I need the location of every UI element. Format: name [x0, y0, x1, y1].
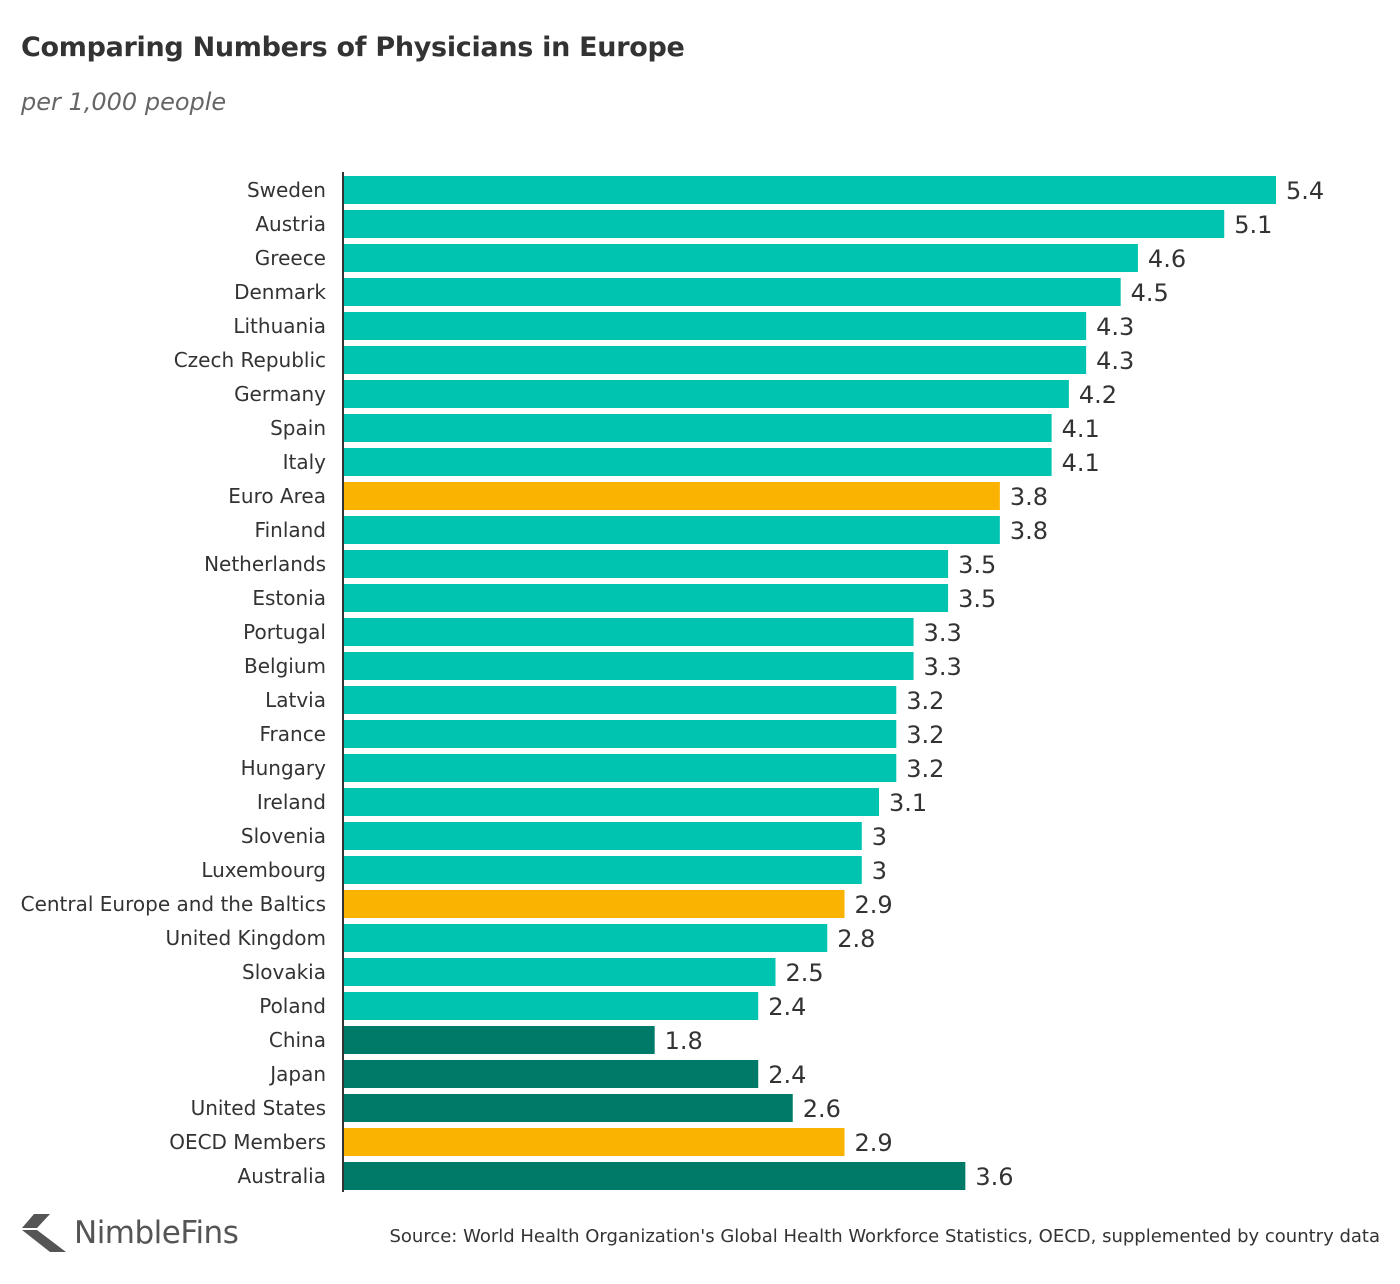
bar — [344, 176, 1276, 204]
category-label: Greece — [255, 246, 326, 270]
bar — [344, 210, 1225, 238]
data-label: 2.4 — [768, 993, 806, 1021]
bar — [344, 890, 845, 918]
chart-subtitle: per 1,000 people — [21, 88, 227, 116]
category-label: Italy — [283, 450, 327, 474]
data-label: 2.9 — [855, 891, 893, 919]
data-label: 3 — [872, 823, 887, 851]
category-label: Lithuania — [233, 314, 326, 338]
category-label: France — [259, 722, 326, 746]
data-label: 1.8 — [665, 1027, 703, 1055]
category-label: Japan — [268, 1062, 326, 1086]
bar — [344, 1060, 759, 1088]
data-label: 2.6 — [803, 1095, 841, 1123]
bar — [344, 244, 1138, 272]
data-label: 3.2 — [906, 755, 944, 783]
data-label: 3.5 — [958, 551, 996, 579]
bar — [344, 856, 862, 884]
data-label: 4.6 — [1148, 245, 1186, 273]
category-label: Estonia — [252, 586, 326, 610]
nimblefins-logo: NimbleFins — [20, 1214, 239, 1252]
bar — [344, 1162, 966, 1190]
category-label: Czech Republic — [174, 348, 326, 372]
category-label: Sweden — [247, 178, 326, 202]
data-label: 3.5 — [958, 585, 996, 613]
bar — [344, 1094, 793, 1122]
bar — [344, 720, 897, 748]
category-label: Luxembourg — [201, 858, 326, 882]
category-label: Netherlands — [204, 552, 326, 576]
bar — [344, 686, 897, 714]
data-label: 3.8 — [1010, 517, 1048, 545]
data-label: 4.1 — [1062, 415, 1100, 443]
data-label: 4.2 — [1079, 381, 1117, 409]
data-label: 3.2 — [906, 721, 944, 749]
bar — [344, 516, 1000, 544]
bar — [344, 380, 1069, 408]
bar — [344, 346, 1087, 374]
bar — [344, 652, 914, 680]
data-label: 4.1 — [1062, 449, 1100, 477]
data-label: 5.1 — [1234, 211, 1272, 239]
bar — [344, 992, 759, 1020]
bar — [344, 788, 880, 816]
category-label: Poland — [259, 994, 326, 1018]
source-note: Source: World Health Organization's Glob… — [389, 1226, 1380, 1247]
bar — [344, 822, 862, 850]
data-label: 4.3 — [1096, 347, 1134, 375]
logo-text: NimbleFins — [74, 1215, 239, 1251]
bar — [344, 1128, 845, 1156]
category-label: Portugal — [243, 620, 326, 644]
bar — [344, 482, 1000, 510]
category-label: United States — [191, 1096, 326, 1120]
category-label: Slovakia — [242, 960, 326, 984]
category-label: Euro Area — [228, 484, 326, 508]
category-label: Australia — [238, 1164, 326, 1188]
bar — [344, 312, 1087, 340]
category-label: Belgium — [244, 654, 326, 678]
data-label: 3 — [872, 857, 887, 885]
data-label: 3.6 — [975, 1163, 1013, 1191]
bar — [344, 550, 949, 578]
bar — [344, 278, 1121, 306]
chart-title: Comparing Numbers of Physicians in Europ… — [21, 32, 685, 63]
category-label: Spain — [270, 416, 326, 440]
data-label: 3.3 — [924, 619, 962, 647]
category-label: Ireland — [257, 790, 326, 814]
data-label: 3.3 — [924, 653, 962, 681]
category-label: China — [269, 1028, 326, 1052]
bar — [344, 754, 897, 782]
data-label: 2.4 — [768, 1061, 806, 1089]
category-label: Austria — [255, 212, 326, 236]
bar — [344, 414, 1052, 442]
category-label: Slovenia — [241, 824, 326, 848]
data-label: 2.9 — [855, 1129, 893, 1157]
bar — [344, 618, 914, 646]
data-label: 3.8 — [1010, 483, 1048, 511]
data-label: 3.2 — [906, 687, 944, 715]
category-label: Denmark — [234, 280, 326, 304]
category-label: United Kingdom — [165, 926, 326, 950]
logo-arrow-icon — [22, 1214, 66, 1252]
category-label: Latvia — [265, 688, 326, 712]
bar — [344, 958, 776, 986]
bar-chart: Sweden 5.4 Austria 5.1 Greece 4.6 Denmark 4.5 Li… — [21, 172, 1324, 1192]
category-label: Hungary — [241, 756, 327, 780]
data-label: 5.4 — [1286, 177, 1324, 205]
data-label: 3.1 — [889, 789, 927, 817]
bar — [344, 1026, 655, 1054]
category-label: Central Europe and the Baltics — [21, 892, 326, 916]
bar — [344, 448, 1052, 476]
data-label: 2.5 — [785, 959, 823, 987]
data-label: 4.5 — [1131, 279, 1169, 307]
category-label: Germany — [234, 382, 326, 406]
category-label: OECD Members — [169, 1130, 326, 1154]
bar — [344, 924, 828, 952]
data-label: 2.8 — [837, 925, 875, 953]
category-label: Finland — [255, 518, 326, 542]
bar — [344, 584, 949, 612]
data-label: 4.3 — [1096, 313, 1134, 341]
